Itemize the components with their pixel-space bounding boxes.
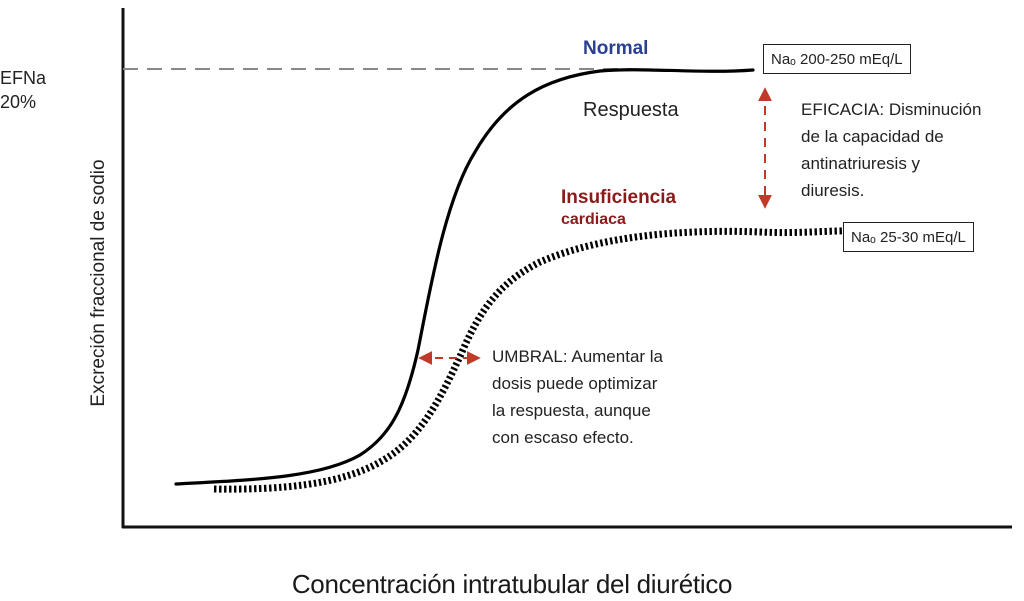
umbral-line: con escaso efecto.	[492, 428, 634, 447]
efna-marker-label: EFNa 20%	[0, 66, 46, 114]
umbral-line: UMBRAL: Aumentar la	[492, 347, 664, 366]
heart-failure-label-line2: cardiaca	[561, 211, 626, 228]
normal-plateau-box: Naₒ 200-250 mEq/L	[763, 44, 911, 74]
eficacia-line: antinatriuresis y	[801, 154, 921, 173]
eficacia-line: EFICACIA: Disminución	[801, 100, 982, 119]
normal-curve-label: Normal	[583, 38, 649, 59]
eficacia-line: diuresis.	[801, 181, 865, 200]
efna-label: EFNa	[0, 68, 47, 88]
umbral-annotation: UMBRAL: Aumentar la dosis puede optimiza…	[492, 343, 663, 451]
eficacia-annotation: EFICACIA: Disminución de la capacidad de…	[801, 96, 981, 204]
heart-failure-plateau-box: Naₒ 25-30 mEq/L	[843, 222, 974, 252]
normal-curve	[174, 68, 755, 486]
y-axis-label: Excreción fraccional de sodio	[88, 159, 109, 407]
eficacia-line: de la capacidad de	[801, 127, 944, 146]
umbral-line: dosis puede optimizar	[492, 374, 658, 393]
response-label: Respuesta	[583, 99, 679, 121]
x-axis-label: Concentración intratubular del diurético	[291, 569, 733, 599]
heart-failure-label-line1: Insuficiencia	[561, 187, 677, 208]
efna-value: 20%	[0, 92, 37, 112]
umbral-line: la respuesta, aunque	[492, 401, 651, 420]
heart-failure-curve	[213, 227, 861, 493]
heart-failure-curve-label: Insuficiencia cardiaca	[561, 187, 676, 231]
